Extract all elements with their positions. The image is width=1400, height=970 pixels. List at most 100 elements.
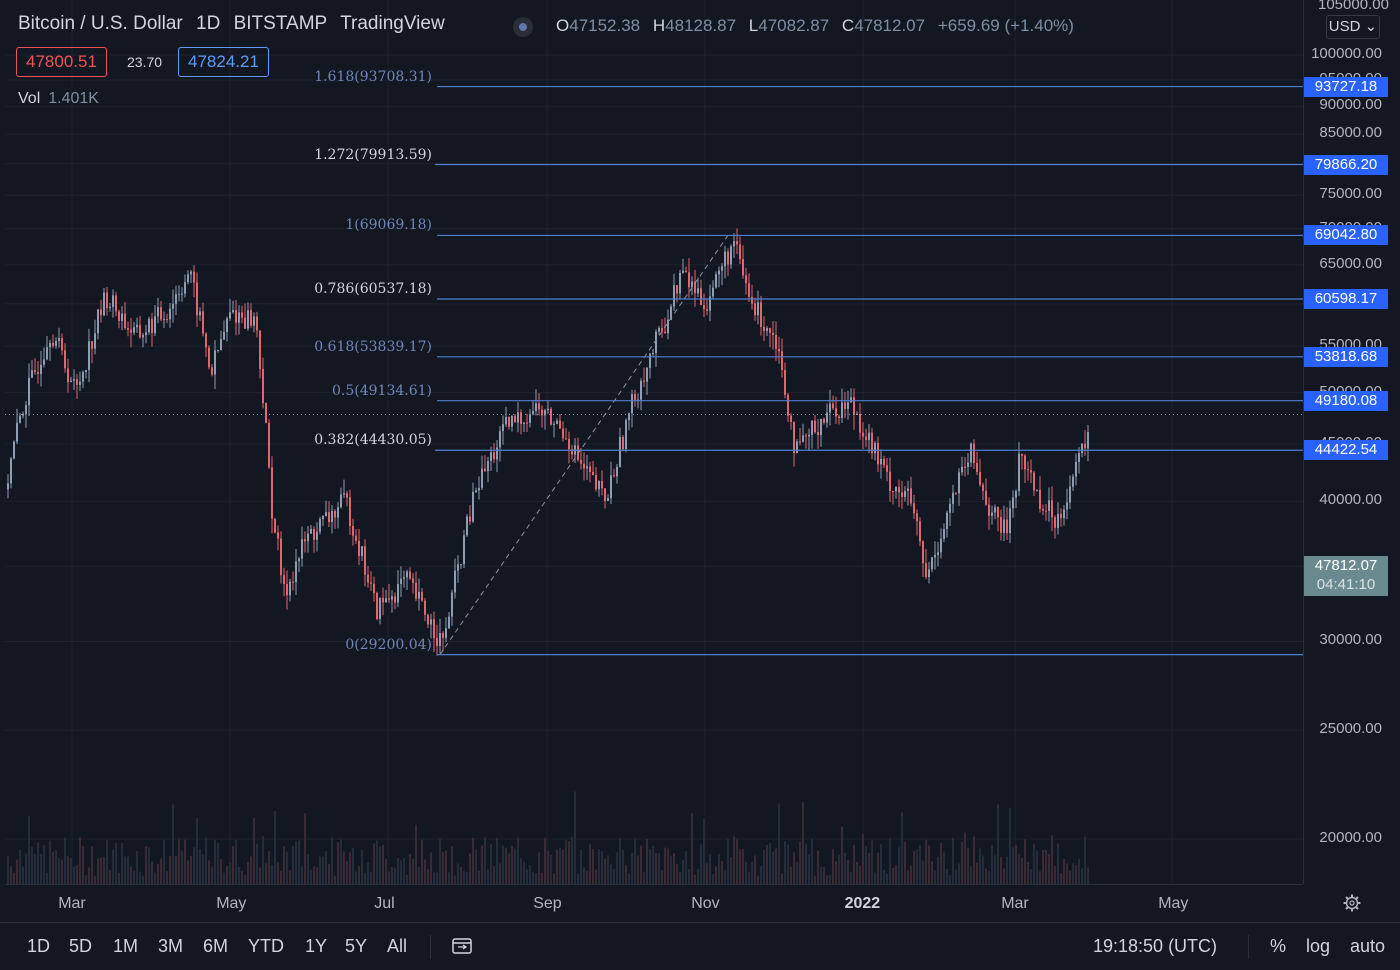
volume-bar <box>976 862 978 884</box>
candle-up <box>868 432 870 440</box>
fib-level-label: 0.618(53839.17) <box>314 338 432 355</box>
candle-down <box>508 416 510 427</box>
volume-bar <box>895 865 897 884</box>
volume-bar <box>553 873 555 884</box>
volume-bar <box>577 873 579 884</box>
symbol-legend[interactable]: Bitcoin / U.S. Dollar 1D BITSTAMP Tradin… <box>18 13 453 35</box>
range-button-5d[interactable]: 5D <box>69 936 93 956</box>
candle-down <box>526 422 528 424</box>
buy-button[interactable]: 47824.21 <box>178 47 269 77</box>
time-axis-label: May <box>216 895 247 912</box>
candle-up <box>343 493 345 495</box>
volume-bar <box>55 849 57 884</box>
time-axis[interactable]: Mar May Jul Sep Nov 2022 Mar May <box>5 884 1303 923</box>
volume-bar <box>904 841 906 884</box>
percent-scale-toggle[interactable]: % <box>1270 936 1287 956</box>
range-button-1d[interactable]: 1D <box>27 936 51 956</box>
log-scale-toggle[interactable]: log <box>1306 936 1331 956</box>
time-axis-label: Jul <box>374 895 395 912</box>
volume-bar <box>973 836 975 884</box>
candle-up <box>937 552 939 555</box>
volume-bar <box>37 842 39 884</box>
range-button-1y[interactable]: 1Y <box>305 936 328 956</box>
volume-bar <box>427 869 429 884</box>
volume-bar <box>658 853 660 884</box>
candle-up <box>55 341 57 346</box>
candle-up <box>463 535 465 565</box>
auto-scale-toggle[interactable]: auto <box>1350 936 1386 956</box>
candle-down <box>442 633 444 638</box>
candle-up <box>82 371 84 382</box>
volume-bar <box>535 873 537 884</box>
volume-bar <box>133 870 135 884</box>
volume-bar <box>46 872 48 884</box>
candle-up <box>1069 486 1071 503</box>
candle-up <box>598 481 600 490</box>
candle-down <box>1084 443 1086 449</box>
candle-down <box>862 432 864 437</box>
candle-up <box>733 241 735 247</box>
candle-up <box>253 316 255 326</box>
candle-down <box>964 466 966 468</box>
date-range-icon[interactable] <box>451 936 473 956</box>
candle-up <box>502 424 504 432</box>
volume-legend[interactable]: Vol 1.401K <box>18 90 99 108</box>
candle-down <box>538 403 540 410</box>
candle-down <box>160 307 162 320</box>
candle-up <box>1012 497 1014 509</box>
range-button-6m[interactable]: 6M <box>203 936 229 956</box>
volume-bar <box>604 858 606 884</box>
range-button-3m[interactable]: 3M <box>158 936 184 956</box>
volume-bar <box>556 849 558 884</box>
range-button-ytd[interactable]: YTD <box>248 936 284 956</box>
volume-bar <box>418 866 420 884</box>
volume-bar <box>121 842 123 884</box>
range-button-1m[interactable]: 1M <box>113 936 139 956</box>
candle-down <box>871 432 873 454</box>
currency-select[interactable]: USD ⌄ <box>1326 15 1380 39</box>
range-button-5y[interactable]: 5Y <box>345 936 368 956</box>
market-status-icon[interactable] <box>513 17 533 37</box>
volume-bar <box>7 856 9 884</box>
chart-pane[interactable] <box>5 0 1303 884</box>
gear-icon[interactable] <box>1342 893 1362 913</box>
volume-bar <box>373 843 375 884</box>
candle-down <box>250 310 252 326</box>
candle-up <box>40 364 42 374</box>
candle-down <box>979 472 981 485</box>
candle-down <box>67 368 69 383</box>
volume-bar <box>460 866 462 884</box>
candle-up <box>532 411 534 415</box>
candle-down <box>520 412 522 424</box>
candle-up <box>361 546 363 556</box>
candle-up <box>691 281 693 288</box>
candle-up <box>136 324 138 328</box>
volume-bar <box>283 846 285 884</box>
volume-bar <box>601 851 603 884</box>
volume-bar <box>190 855 192 884</box>
change-value: +659.69 (+1.40%) <box>937 16 1074 35</box>
candle-up <box>187 274 189 283</box>
candle-down <box>919 521 921 542</box>
candle-down <box>265 403 267 423</box>
fib-level-label: 0(29200.04) <box>345 636 432 653</box>
range-button-all[interactable]: All <box>387 936 408 956</box>
candle-up <box>331 510 333 522</box>
volume-bar <box>706 863 708 884</box>
volume-bar <box>688 869 690 884</box>
candle-up <box>655 331 657 353</box>
candle-up <box>616 466 618 477</box>
utc-clock[interactable]: 19:18:50 (UTC) <box>1093 936 1218 956</box>
volume-bar <box>754 855 756 884</box>
volume-bar <box>943 852 945 884</box>
price-chart[interactable] <box>5 0 1303 884</box>
volume-bar <box>1003 868 1005 884</box>
volume-bar <box>397 857 399 884</box>
candle-down <box>988 504 990 516</box>
sell-button[interactable]: 47800.51 <box>16 47 107 77</box>
volume-bar <box>496 838 498 884</box>
volume-bar <box>529 864 531 884</box>
volume-bar <box>583 867 585 884</box>
volume-bar <box>694 874 696 884</box>
volume-bar <box>64 837 66 884</box>
